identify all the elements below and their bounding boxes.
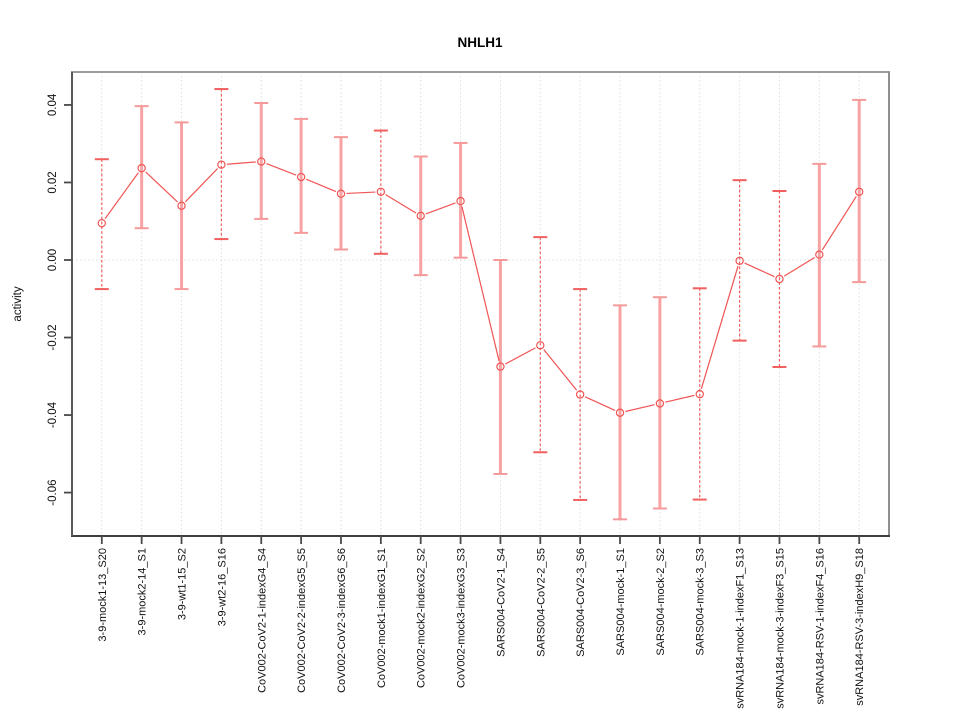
x-tick-label: CoV002-CoV2-1-indexG4_S4 xyxy=(256,548,268,693)
series-segment xyxy=(543,349,578,391)
series-segment xyxy=(700,265,739,390)
gridlines-layer xyxy=(72,72,889,536)
y-axis-label: activity xyxy=(12,286,24,321)
data-point xyxy=(855,187,864,196)
x-tick-label: SARS004-CoV2-1_S4 xyxy=(495,548,507,657)
series-segment xyxy=(584,396,616,411)
series-segment xyxy=(425,202,456,215)
series-segment xyxy=(226,161,256,165)
data-point xyxy=(177,201,186,210)
series-segment xyxy=(504,347,536,365)
x-tick-label: CoV002-CoV2-3-indexG6_S6 xyxy=(336,548,348,693)
error-bars-layer xyxy=(94,88,867,521)
x-tick-label: 3-9-wt2-16_S16 xyxy=(216,548,228,626)
series-segment xyxy=(184,168,218,203)
data-point xyxy=(257,157,266,166)
x-tick-label: CoV002-mock3-indexG3_S3 xyxy=(456,548,468,688)
x-tick-label: SARS004-mock-3_S3 xyxy=(695,548,707,656)
data-point xyxy=(217,160,226,169)
data-point xyxy=(97,218,107,228)
y-tick-label: 0.00 xyxy=(47,249,59,271)
chart-title: NHLH1 xyxy=(457,35,502,50)
y-tick-label: 0.04 xyxy=(47,93,59,116)
series-segment xyxy=(145,171,178,203)
x-tick-label: CoV002-mock2-indexG2_S2 xyxy=(416,548,428,688)
x-tick-label: SARS004-mock-1_S1 xyxy=(615,548,627,656)
series-line-layer xyxy=(104,161,857,413)
x-tick-label: 3-9-wt1-15_S2 xyxy=(177,548,189,620)
data-point xyxy=(496,362,505,371)
series-segment xyxy=(821,196,857,251)
data-point xyxy=(376,187,386,196)
series-segment xyxy=(305,178,337,193)
data-point xyxy=(575,390,585,399)
series-segment xyxy=(266,162,297,176)
x-tick-label: CoV002-CoV2-2-indexG5_S5 xyxy=(296,548,308,693)
axis-ticks-layer: 0.04 0.02 0.00 -0.02 -0.04 -0.06 3-9-mock1-13_… xyxy=(47,93,866,709)
data-points-layer xyxy=(97,157,864,417)
data-point xyxy=(775,274,784,284)
x-tick-label: svRNA184-mock-3-indexF3_S15 xyxy=(774,548,786,709)
data-point xyxy=(735,256,744,265)
series-segment xyxy=(625,404,655,413)
data-point xyxy=(137,163,146,173)
x-tick-label: svRNA184-RSV-1-indexF4_S16 xyxy=(814,548,826,705)
series-segment xyxy=(783,256,815,277)
x-tick-label: CoV002-mock1-indexG1_S1 xyxy=(376,548,388,688)
series-segment xyxy=(385,194,417,214)
x-tick-label: SARS004-CoV2-3_S6 xyxy=(575,548,587,657)
data-point xyxy=(655,399,665,408)
x-tick-label: SARS004-mock-2_S2 xyxy=(655,548,667,656)
data-point xyxy=(695,389,704,399)
y-tick-label: 0.02 xyxy=(47,171,59,193)
data-point xyxy=(336,189,346,198)
series-segment xyxy=(346,191,376,195)
series-segment xyxy=(104,172,139,220)
y-tick-label: -0.02 xyxy=(47,324,59,350)
y-tick-label: -0.04 xyxy=(47,401,59,428)
series-segment xyxy=(461,206,500,362)
data-point xyxy=(815,250,824,259)
data-point xyxy=(456,196,465,206)
x-tick-label: 3-9-mock1-13_S20 xyxy=(97,548,109,642)
plot-frame-layer xyxy=(71,71,890,537)
data-point xyxy=(416,211,425,221)
data-point xyxy=(536,341,545,350)
x-tick-label: svRNA184-mock-1-indexF1_S13 xyxy=(735,548,747,709)
x-tick-label: svRNA184-RSV-3-indexH9_S18 xyxy=(854,548,866,706)
data-point xyxy=(615,408,625,417)
series-segment xyxy=(744,262,775,278)
series-segment xyxy=(665,394,695,403)
data-point xyxy=(296,172,306,182)
y-tick-label: -0.06 xyxy=(47,479,59,505)
x-tick-label: SARS004-CoV2-2_S5 xyxy=(535,548,547,657)
x-tick-label: 3-9-mock2-14_S1 xyxy=(137,548,149,635)
